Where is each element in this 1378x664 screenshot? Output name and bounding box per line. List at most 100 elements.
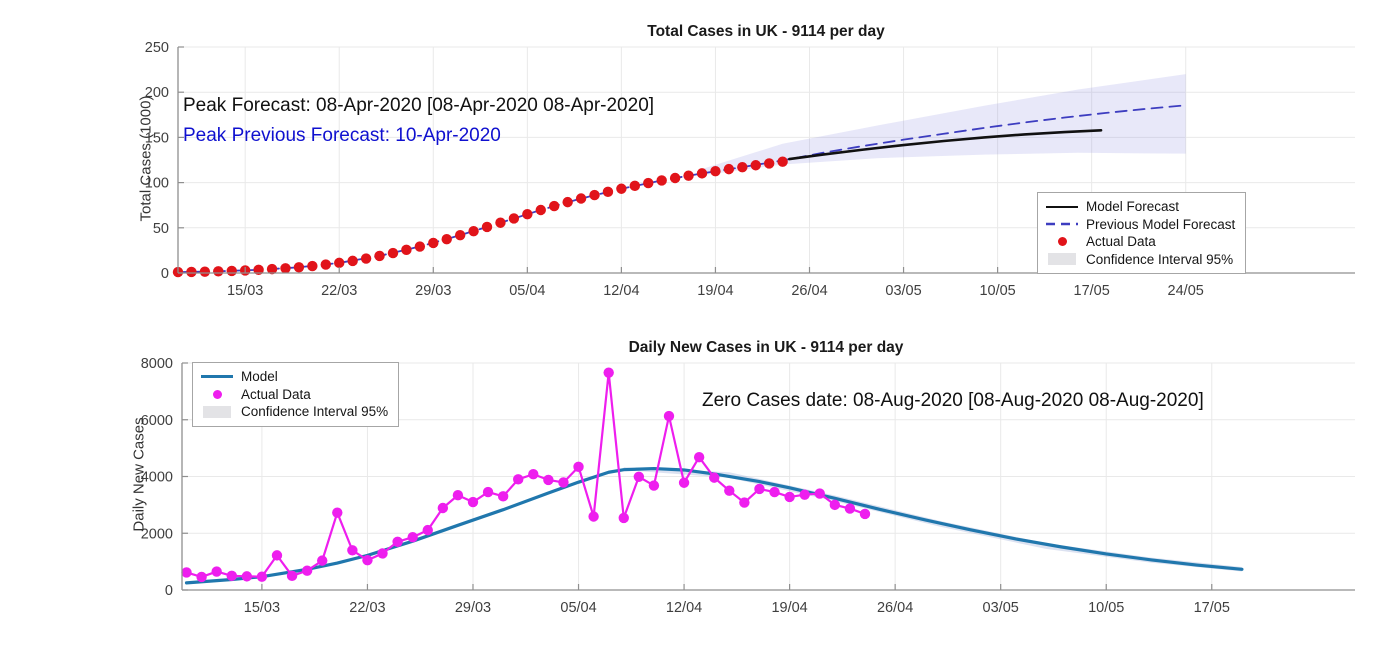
series-actual-data-point (769, 486, 780, 498)
series-actual-data-point (377, 548, 388, 559)
series-actual-data-point (573, 461, 584, 473)
series-actual-data-point (683, 170, 694, 181)
series-actual-data-point (814, 488, 825, 499)
legend-item-confidence-interval: Confidence Interval 95% (200, 403, 388, 421)
x-tick-label: 22/03 (321, 283, 357, 299)
series-actual-data-point (763, 158, 775, 169)
series-actual-data-point (750, 160, 761, 171)
series-actual-data-point (616, 183, 627, 194)
series-actual-data-point (317, 555, 328, 566)
legend-item-previous-model-forecast: Previous Model Forecast (1045, 216, 1235, 234)
legend-label: Actual Data (241, 386, 311, 402)
series-actual-data-point (648, 480, 660, 491)
series-actual-data-point (360, 253, 372, 264)
x-tick-label: 26/04 (877, 600, 913, 616)
series-actual-data-point (213, 266, 224, 277)
gray-patch-sample-icon (200, 405, 234, 418)
series-actual-data-point (347, 545, 358, 556)
legend-item-actual-data: Actual Data (1045, 233, 1235, 251)
series-confidence-interval-95- (702, 74, 1186, 176)
legend-item-model-forecast: Model Forecast (1045, 198, 1235, 216)
series-actual-data-point (467, 496, 479, 508)
x-tick-label: 05/04 (509, 283, 545, 299)
series-actual-data-point (286, 570, 298, 582)
legend-label: Confidence Interval 95% (241, 404, 389, 419)
series-actual-data-point (663, 410, 675, 422)
series-actual-data-point (656, 175, 667, 186)
zero-cases-date-annotation: Zero Cases date: 08-Aug-2020 [08-Aug-202… (702, 390, 1204, 411)
x-tick-label: 15/03 (244, 600, 280, 616)
series-actual-data-point (693, 452, 705, 463)
y-tick-label: 0 (165, 583, 173, 599)
y-tick-label: 8000 (141, 356, 173, 372)
x-tick-label: 19/04 (771, 600, 807, 616)
series-actual-data-point (603, 367, 614, 378)
y-tick-label: 200 (145, 85, 169, 101)
series-actual-data-point (293, 262, 305, 273)
series-actual-data-point (723, 163, 735, 175)
series-actual-data-point (441, 233, 452, 245)
series-actual-data-point (241, 571, 253, 582)
series-actual-data-point (362, 555, 373, 566)
bottom-chart-title: Daily New Cases in UK - 9114 per day (628, 339, 904, 356)
series-actual-data-point (629, 180, 641, 192)
series-actual-data-point (495, 217, 506, 228)
series-actual-data-point (602, 186, 614, 198)
series-actual-data-point (497, 491, 509, 502)
series-actual-data-point (528, 469, 539, 480)
series-actual-data-point (347, 255, 358, 267)
series-actual-data-point (211, 566, 222, 577)
series-actual-data-point (710, 166, 721, 177)
series-actual-data-point (724, 485, 735, 496)
series-actual-data-point (859, 508, 871, 520)
bottom-chart-legend: Model Actual Data Confidence Interval 95… (192, 362, 400, 427)
x-tick-label: 29/03 (455, 600, 491, 616)
x-tick-label: 22/03 (349, 600, 385, 616)
series-actual-data-point (784, 491, 795, 503)
series-actual-data-point (454, 230, 466, 241)
x-tick-label: 12/04 (603, 283, 639, 299)
series-actual-data-point (739, 497, 750, 508)
top-chart-title: Total Cases in UK - 9114 per day (647, 23, 885, 40)
series-actual-data-point (562, 196, 573, 208)
series-actual-data-point (643, 177, 654, 189)
bottom-y-axis-label: Daily New Cases (130, 417, 148, 532)
series-actual-data-point (844, 503, 856, 514)
series-actual-data-point (777, 156, 788, 167)
peak-previous-forecast-annotation: Peak Previous Forecast: 10-Apr-2020 (183, 125, 501, 146)
x-tick-label: 10/05 (979, 283, 1015, 299)
series-actual-data-point (535, 204, 546, 216)
legend-label: Previous Model Forecast (1086, 216, 1236, 232)
series-actual-data-point (266, 263, 278, 275)
x-tick-label: 24/05 (1168, 283, 1204, 299)
series-actual-data-point (307, 260, 318, 272)
series-actual-data-point (452, 490, 464, 501)
series-actual-data-point (271, 550, 283, 561)
series-actual-data-point (196, 571, 207, 583)
y-tick-label: 0 (161, 266, 169, 282)
teal-line-sample-icon (200, 375, 234, 379)
y-tick-label: 100 (145, 176, 169, 192)
legend-item-model: Model (200, 368, 388, 386)
series-actual-data-point (737, 161, 748, 173)
series-actual-data-point (407, 532, 418, 543)
series-actual-data-point (332, 507, 343, 518)
series-actual-data-point (280, 263, 291, 274)
x-tick-label: 10/05 (1088, 600, 1124, 616)
series-actual-data-point (508, 213, 520, 224)
legend-label: Confidence Interval 95% (1086, 251, 1234, 267)
x-tick-label: 29/03 (415, 283, 451, 299)
red-dot-sample-icon (1045, 237, 1079, 247)
series-actual-data-point (588, 511, 599, 522)
series-actual-data-point (829, 499, 841, 511)
series-actual-data-point (522, 208, 533, 220)
series-actual-data-point (387, 247, 399, 259)
x-tick-label: 17/05 (1074, 283, 1110, 299)
magenta-dot-sample-icon (200, 389, 234, 399)
legend-label: Actual Data (1086, 234, 1156, 249)
series-actual-data-point (513, 474, 524, 485)
daily-new-cases-chart: 15/03 22/03 29/03 05/04 12/04 19/04 26/04 03/05… (141, 356, 1355, 616)
series-model-forecast (788, 129, 1103, 161)
